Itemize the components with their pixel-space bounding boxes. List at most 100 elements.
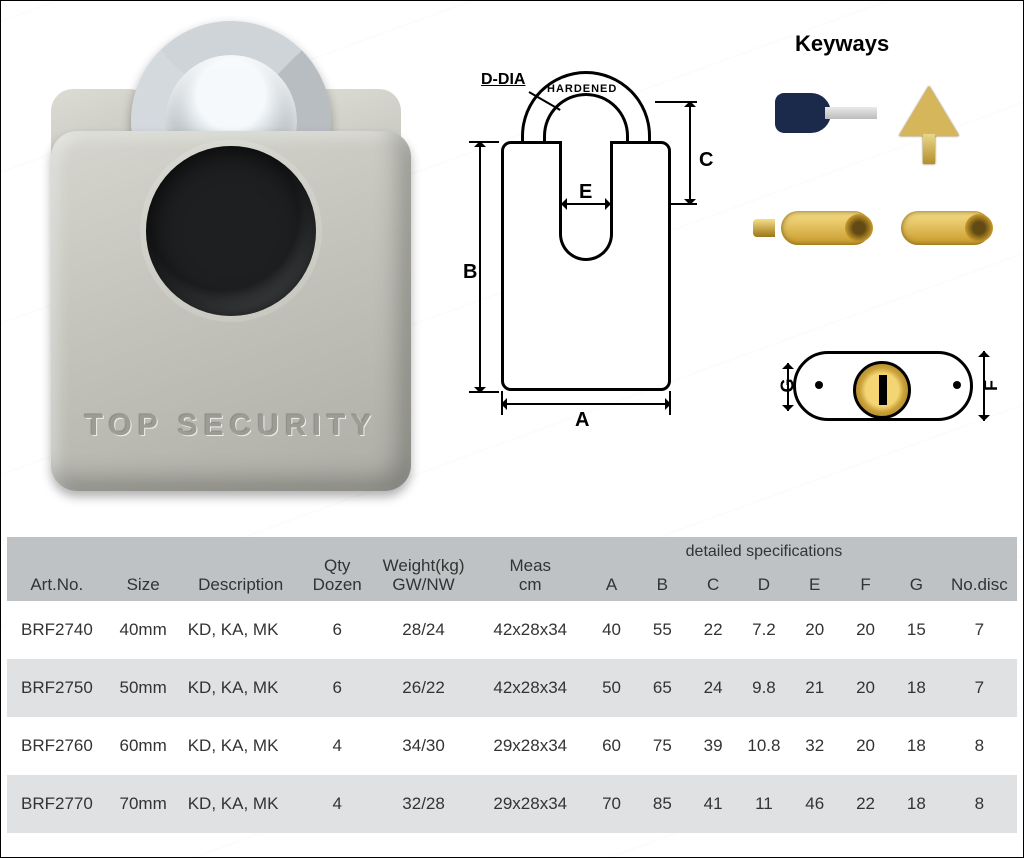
cell-size: 70mm [107, 775, 180, 833]
th-size: Size [107, 537, 180, 601]
tick [501, 391, 503, 415]
cell-desc: KD, KA, MK [180, 717, 302, 775]
dimension-diagram-panel: HARDENED D-DIA A B C E [431, 1, 751, 531]
cell-art: BRF2770 [7, 775, 107, 833]
bottom-view-screw [815, 381, 823, 389]
cylinder-icon [781, 211, 871, 245]
cell-art: BRF2750 [7, 659, 107, 717]
cell-a: 70 [586, 775, 637, 833]
th-wt-bot: GW/NW [381, 575, 467, 595]
dimension-arrow-e [561, 203, 611, 205]
th-b: B [637, 569, 688, 601]
label-e: E [579, 181, 592, 204]
cell-b: 55 [637, 601, 688, 659]
cell-g: 15 [891, 601, 942, 659]
cell-f: 20 [840, 717, 891, 775]
cell-art: BRF2760 [7, 717, 107, 775]
keyways-grid [769, 71, 999, 271]
tick [469, 391, 499, 393]
dimension-arrow-a [501, 403, 671, 405]
cell-disc: 7 [942, 659, 1017, 717]
th-weight: Weight(kg)GW/NW [373, 537, 475, 601]
table-body: BRF274040mmKD, KA, MK628/2442x28x3440552… [7, 601, 1017, 833]
bottom-view-keyway-slot [879, 375, 887, 405]
cell-c: 22 [688, 601, 739, 659]
tick [669, 391, 671, 415]
th-a: A [586, 569, 637, 601]
cell-disc: 8 [942, 717, 1017, 775]
dimension-diagram: HARDENED D-DIA A B C E [451, 41, 731, 441]
cell-d: 7.2 [739, 601, 790, 659]
cell-c: 39 [688, 717, 739, 775]
cell-a: 40 [586, 601, 637, 659]
key-type-2 [889, 71, 999, 161]
table-header: Art.No. Size Description QtyDozen Weight… [7, 537, 1017, 601]
cell-g: 18 [891, 717, 942, 775]
cell-f: 20 [840, 601, 891, 659]
key-icon [775, 93, 875, 133]
cell-f: 22 [840, 775, 891, 833]
th-meas-top: Meas [482, 556, 578, 576]
cell-art: BRF2740 [7, 601, 107, 659]
cell-qty: 4 [302, 717, 373, 775]
th-meas: Meascm [474, 537, 586, 601]
cell-size: 60mm [107, 717, 180, 775]
th-art: Art.No. [7, 537, 107, 601]
cell-e: 32 [789, 717, 840, 775]
label-b: B [463, 261, 477, 284]
cell-d: 10.8 [739, 717, 790, 775]
cell-desc: KD, KA, MK [180, 775, 302, 833]
cell-wt: 32/28 [373, 775, 475, 833]
cell-wt: 34/30 [373, 717, 475, 775]
cell-d: 11 [739, 775, 790, 833]
label-g: G [778, 378, 799, 392]
cell-a: 60 [586, 717, 637, 775]
th-desc: Description [180, 537, 302, 601]
cell-disc: 7 [942, 601, 1017, 659]
cell-disc: 8 [942, 775, 1017, 833]
cell-desc: KD, KA, MK [180, 601, 302, 659]
cell-c: 41 [688, 775, 739, 833]
table-row: BRF277070mmKD, KA, MK432/2829x28x3470854… [7, 775, 1017, 833]
table-row: BRF275050mmKD, KA, MK626/2242x28x3450652… [7, 659, 1017, 717]
th-d: D [739, 569, 790, 601]
lock-emboss-text: TOP SECURITY [51, 409, 411, 443]
key-icon [899, 86, 959, 136]
th-disc: No.disc [942, 537, 1017, 601]
cell-b: 65 [637, 659, 688, 717]
cell-meas: 42x28x34 [474, 659, 586, 717]
figure-area: TOP SECURITY HARDENED D-DIA A B C E [1, 1, 1023, 531]
cell-meas: 29x28x34 [474, 775, 586, 833]
cell-wt: 28/24 [373, 601, 475, 659]
cell-qty: 6 [302, 659, 373, 717]
cell-c: 24 [688, 659, 739, 717]
label-f: F [981, 380, 1002, 391]
cylinder-type-1 [769, 181, 879, 271]
lock-shackle-hole [146, 146, 316, 316]
product-photo-panel: TOP SECURITY [1, 1, 431, 531]
label-d-dia: D-DIA [481, 71, 525, 89]
th-g: G [891, 569, 942, 601]
dimension-arrow-c [689, 101, 691, 205]
keyways-panel: Keyways F G [751, 1, 1023, 531]
padlock-photo: TOP SECURITY [41, 21, 401, 511]
cell-b: 75 [637, 717, 688, 775]
cell-f: 20 [840, 659, 891, 717]
cell-size: 50mm [107, 659, 180, 717]
th-e: E [789, 569, 840, 601]
cell-b: 85 [637, 775, 688, 833]
cell-desc: KD, KA, MK [180, 659, 302, 717]
tick [469, 141, 499, 143]
bottom-view-screw [953, 381, 961, 389]
cell-g: 18 [891, 659, 942, 717]
table-row: BRF276060mmKD, KA, MK434/3029x28x3460753… [7, 717, 1017, 775]
cell-size: 40mm [107, 601, 180, 659]
dimension-arrow-b [479, 141, 481, 393]
th-qty: QtyDozen [302, 537, 373, 601]
spec-table: Art.No. Size Description QtyDozen Weight… [7, 537, 1017, 833]
cell-meas: 29x28x34 [474, 717, 586, 775]
cell-a: 50 [586, 659, 637, 717]
cylinder-pin-icon [753, 219, 775, 237]
cell-d: 9.8 [739, 659, 790, 717]
bottom-view-diagram: F G [783, 331, 993, 441]
